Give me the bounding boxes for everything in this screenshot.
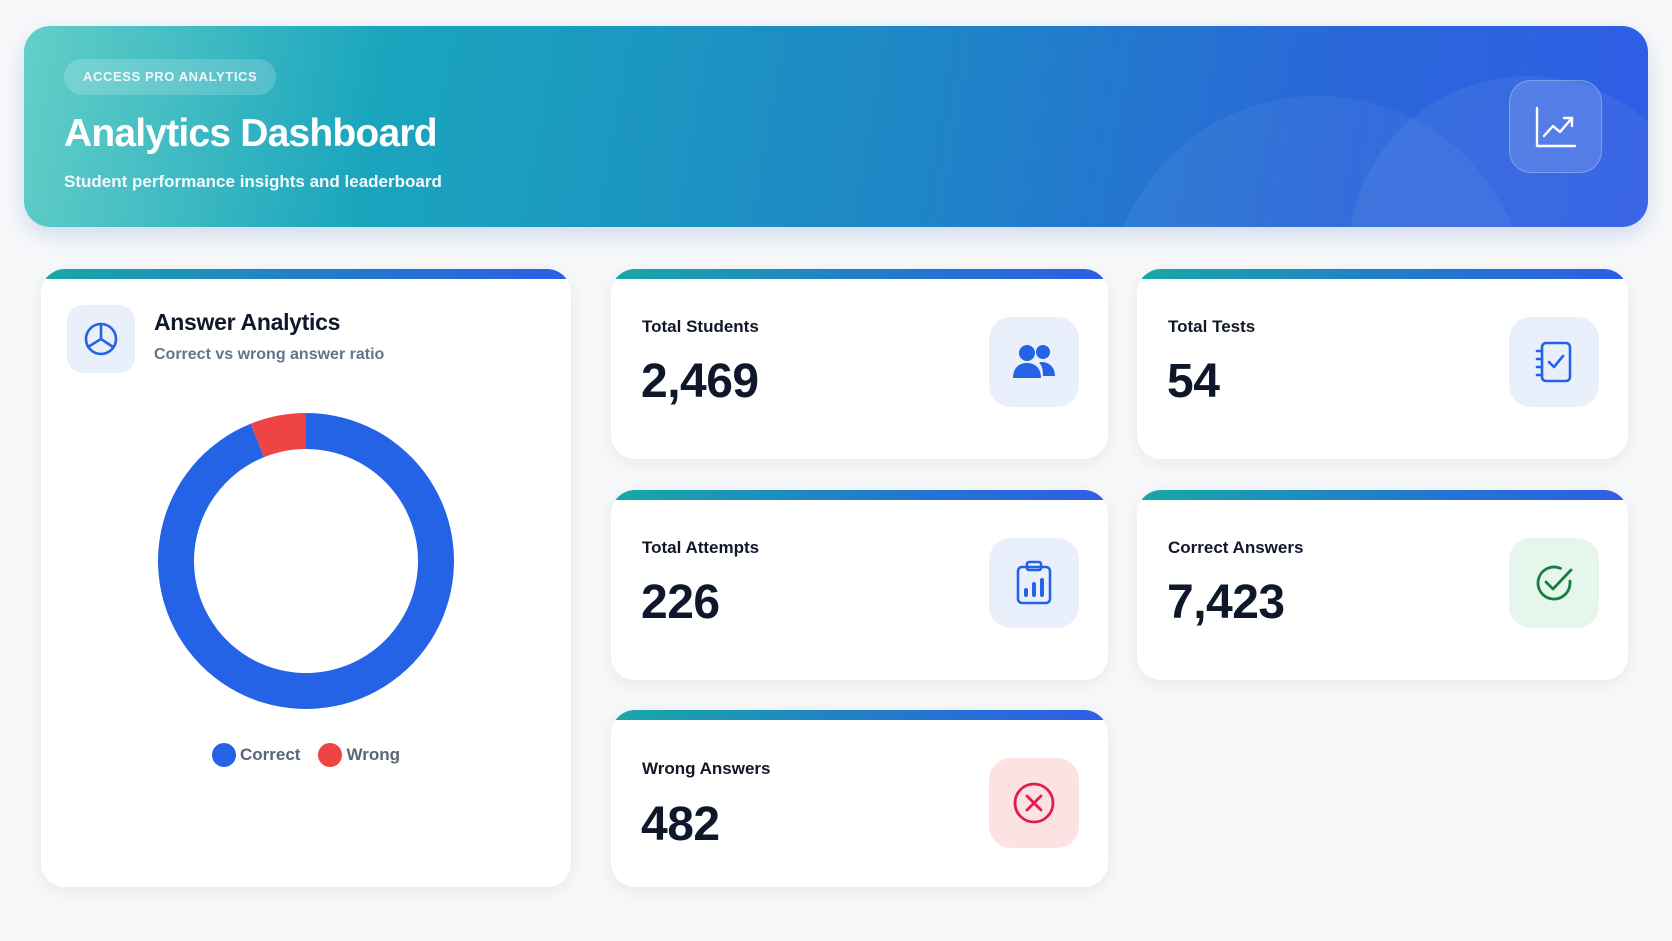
- dashboard-header: ACCESS PRO ANALYTICS Analytics Dashboard…: [24, 26, 1648, 227]
- stat-value: 54: [1167, 355, 1220, 408]
- stat-value: 226: [641, 576, 720, 629]
- donut-slice-wrong[interactable]: [250, 413, 306, 458]
- stat-label: Total Students: [642, 317, 759, 336]
- legend-label-wrong: Wrong: [346, 745, 400, 764]
- answer-analytics-subtitle: Correct vs wrong answer ratio: [154, 346, 385, 363]
- page-title: Analytics Dashboard: [64, 112, 438, 155]
- stat-label: Wrong Answers: [642, 759, 771, 778]
- stat-label: Total Attempts: [642, 538, 760, 557]
- page-subtitle: Student performance insights and leaderb…: [64, 172, 442, 191]
- legend-label-correct: Correct: [240, 745, 301, 764]
- line-chart-icon: [1509, 80, 1602, 173]
- total-attempts-card: Total Attempts 226: [611, 490, 1108, 680]
- stat-value: 7,423: [1167, 576, 1285, 629]
- wrong-answers-card: Wrong Answers 482: [611, 710, 1108, 887]
- chart-legend: Correct Wrong: [41, 743, 571, 767]
- answer-analytics-card: Answer Analytics Correct vs wrong answer…: [41, 269, 571, 887]
- header-badge: ACCESS PRO ANALYTICS: [64, 59, 277, 95]
- header-decoration: [1348, 76, 1648, 227]
- total-students-card: Total Students 2,469: [611, 269, 1108, 459]
- legend-swatch-correct: [212, 743, 236, 767]
- total-tests-card: Total Tests 54: [1137, 269, 1628, 459]
- users-icon: [989, 317, 1079, 407]
- answer-analytics-title: Answer Analytics: [154, 309, 341, 335]
- answer-donut-chart: [158, 413, 455, 709]
- clipboard-chart-icon: [989, 538, 1079, 628]
- legend-swatch-wrong: [318, 743, 343, 767]
- stat-value: 2,469: [641, 355, 759, 408]
- checklist-icon: [1509, 317, 1599, 407]
- donut-slice-correct[interactable]: [158, 413, 455, 709]
- stat-value: 482: [641, 798, 720, 851]
- check-circle-icon: [1509, 538, 1599, 628]
- correct-answers-card: Correct Answers 7,423: [1137, 490, 1628, 680]
- x-circle-icon: [989, 758, 1079, 848]
- legend-item-wrong[interactable]: Wrong: [318, 743, 400, 767]
- pie-chart-icon: [67, 305, 135, 373]
- legend-item-correct[interactable]: Correct: [212, 743, 300, 767]
- stat-label: Correct Answers: [1168, 538, 1304, 557]
- stat-label: Total Tests: [1168, 317, 1256, 336]
